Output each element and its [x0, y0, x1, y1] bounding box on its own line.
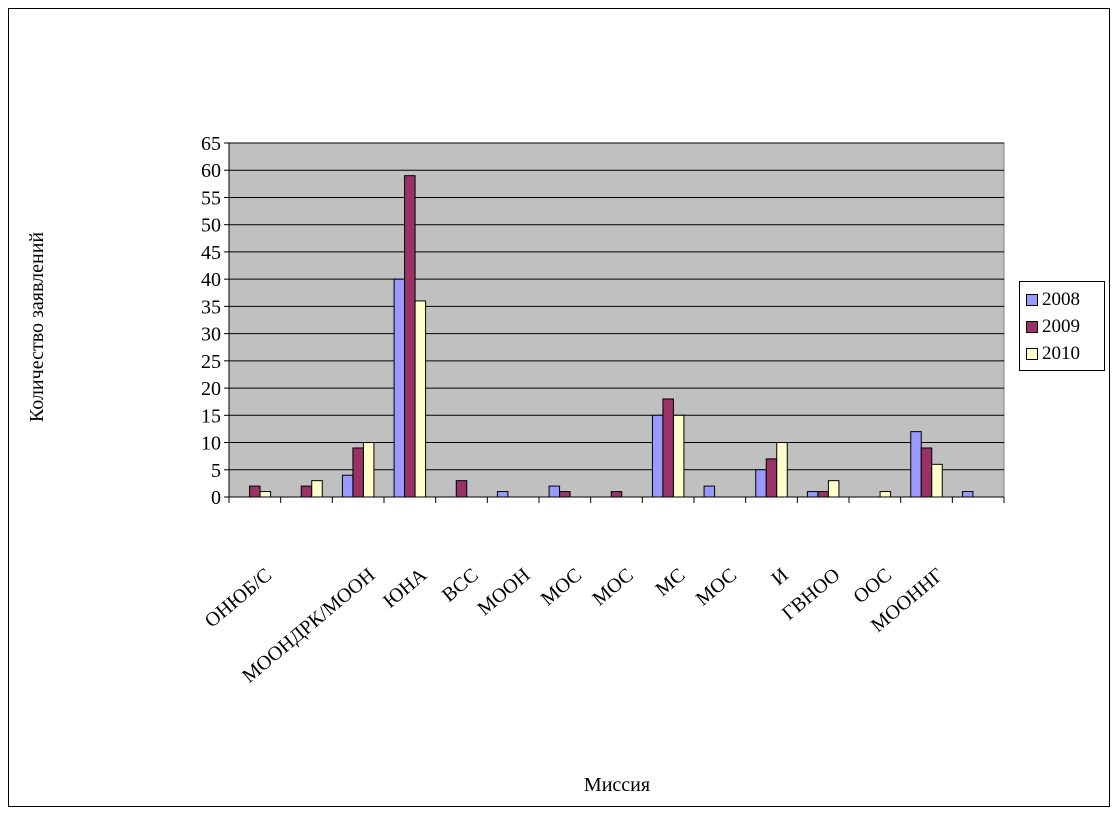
bar-2008-11: [806, 491, 819, 498]
bar-2009-6: [559, 491, 571, 498]
legend-item-2008: 2008: [1026, 289, 1080, 310]
y-tick-label: 45: [201, 242, 221, 264]
legend-label: 2008: [1042, 289, 1080, 310]
legend-swatch: [1026, 348, 1038, 360]
x-tick-label: ЮНА: [379, 564, 431, 613]
plot-background: [228, 142, 1005, 498]
y-tick-label: 60: [201, 160, 221, 182]
legend: 2008 2009 2010: [1019, 281, 1105, 371]
y-tick-label: 0: [211, 487, 221, 509]
legend-label: 2009: [1042, 316, 1080, 337]
bar-2010-12: [879, 491, 892, 498]
bar-2009-4: [455, 480, 468, 498]
y-tick-label: 30: [201, 324, 221, 346]
bar-2010-10: [776, 442, 788, 498]
bar-2008-2: [341, 474, 354, 498]
x-tick-label: И: [768, 564, 793, 590]
y-tick-label: 35: [201, 296, 221, 318]
chart-frame: 0 5 10 15 20 25 30 35 40 45 50 55 60 65 ОНЮБ/С МООНДРК…: [8, 8, 1110, 807]
bar-2009-11: [817, 491, 829, 498]
bar-2010-11: [827, 480, 840, 498]
x-axis-label: Миссия: [584, 774, 650, 796]
y-tick-label: 55: [201, 187, 221, 209]
bar-2010-8: [672, 414, 685, 498]
bar-2008-13: [910, 431, 922, 498]
x-tick-label: ГВНОО: [778, 564, 844, 625]
bar-2010-13: [931, 463, 943, 498]
bar-2009-13: [920, 447, 933, 498]
y-tick-label: 25: [201, 351, 221, 373]
bar-2009-1: [300, 485, 313, 498]
bar-2010-2: [362, 442, 375, 498]
x-tick-label: ОНЮБ/С: [201, 564, 276, 632]
bar-2009-8: [662, 398, 674, 498]
y-axis-label: Количество заявлений: [26, 232, 48, 423]
x-tick-label: МОС: [537, 564, 586, 610]
bar-2008-8: [651, 414, 664, 498]
y-axis: 0 5 10 15 20 25 30 35 40 45 50 55 60 65: [201, 133, 230, 509]
bar-2009-10: [765, 458, 778, 498]
bar-2008-6: [548, 485, 561, 498]
y-tick-label: 65: [201, 133, 221, 155]
bar-2009-2: [352, 447, 364, 498]
bar-2008-10: [755, 469, 767, 498]
x-tick-label: МООН: [473, 564, 534, 620]
bar-2008-5: [496, 491, 509, 498]
bar-2010-1: [311, 480, 323, 498]
bars: [249, 175, 974, 498]
legend-swatch: [1026, 321, 1038, 333]
bar-2009-0: [249, 485, 261, 498]
y-tick-label: 20: [201, 378, 221, 400]
bar-2009-3: [404, 175, 416, 498]
x-tick-label: МОС: [588, 564, 637, 610]
legend-item-2010: 2010: [1026, 343, 1080, 364]
bar-2010-3: [414, 300, 427, 498]
legend-item-2009: 2009: [1026, 316, 1080, 337]
plot-area: [228, 142, 1005, 498]
y-tick-label: 40: [201, 269, 221, 291]
bar-2010-0: [259, 491, 272, 498]
y-tick-label: 50: [201, 215, 221, 237]
x-tick-label: МОС: [692, 564, 741, 610]
bar-2008-14: [961, 491, 974, 498]
x-tick-label: МС: [651, 564, 689, 601]
bar-2008-3: [393, 278, 406, 498]
bar-2008-9: [703, 485, 716, 498]
legend-label: 2010: [1042, 343, 1080, 364]
legend-swatch: [1026, 294, 1038, 306]
y-tick-label: 10: [201, 433, 221, 455]
bar-2009-7: [610, 491, 623, 498]
y-tick-label: 15: [201, 405, 221, 427]
y-tick-label: 5: [211, 460, 221, 482]
